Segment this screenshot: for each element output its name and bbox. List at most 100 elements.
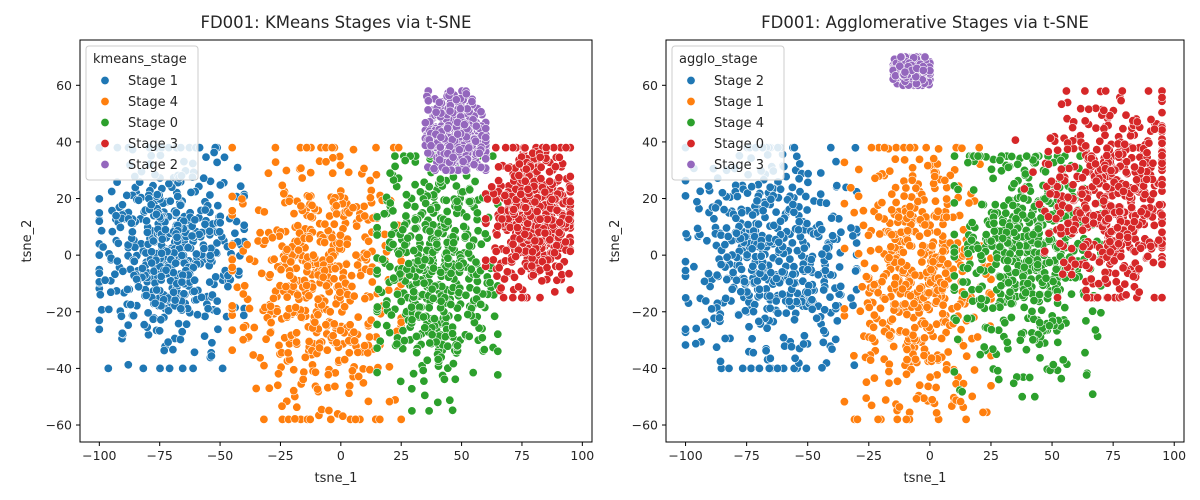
scatter-point <box>891 198 901 208</box>
legend-label: Stage 2 <box>128 158 178 173</box>
scatter-point <box>886 242 896 252</box>
scatter-point <box>371 170 381 180</box>
scatter-point <box>95 290 105 300</box>
scatter-point <box>692 197 702 207</box>
scatter-point <box>975 265 985 275</box>
legend-label: Stage 0 <box>128 116 178 131</box>
scatter-point <box>565 172 575 182</box>
scatter-point <box>156 315 166 325</box>
scatter-point <box>957 143 967 153</box>
scatter-point <box>189 286 199 296</box>
scatter-point <box>481 214 491 224</box>
scatter-point <box>429 164 439 174</box>
scatter-point <box>399 336 409 346</box>
legend-label: Stage 1 <box>128 74 178 89</box>
scatter-point <box>261 334 271 344</box>
scatter-point <box>901 327 911 337</box>
scatter-point <box>1130 162 1140 172</box>
scatter-point <box>445 86 455 96</box>
scatter-point <box>721 293 731 303</box>
scatter-point <box>471 136 481 146</box>
scatter-point <box>919 393 929 403</box>
scatter-point <box>973 151 983 161</box>
scatter-point <box>454 261 464 271</box>
scatter-point <box>277 401 287 411</box>
scatter-point <box>502 267 512 277</box>
scatter-point <box>869 373 879 383</box>
scatter-point <box>1144 86 1154 96</box>
scatter-point <box>412 348 422 358</box>
scatter-point <box>335 238 345 248</box>
scatter-point <box>1118 186 1128 196</box>
scatter-point <box>401 211 411 221</box>
scatter-point <box>1140 190 1150 200</box>
scatter-point <box>190 347 200 357</box>
scatter-point <box>205 277 215 287</box>
scatter-point <box>188 363 198 373</box>
scatter-point <box>550 162 560 172</box>
scatter-point <box>215 180 225 190</box>
scatter-point <box>446 268 456 278</box>
scatter-point <box>952 302 962 312</box>
scatter-point <box>464 241 474 251</box>
scatter-point <box>812 313 822 323</box>
scatter-point <box>424 303 434 313</box>
scatter-point <box>142 216 152 226</box>
scatter-point <box>170 295 180 305</box>
scatter-point <box>164 306 174 316</box>
scatter-point <box>327 233 337 243</box>
scatter-point <box>344 348 354 358</box>
scatter-point <box>245 303 255 313</box>
scatter-point <box>282 292 292 302</box>
scatter-point <box>138 363 148 373</box>
scatter-point <box>846 223 856 233</box>
scatter-point <box>156 271 166 281</box>
scatter-point <box>494 162 504 172</box>
scatter-point <box>1034 199 1044 209</box>
scatter-point <box>227 240 237 250</box>
scatter-point <box>434 97 444 107</box>
scatter-point <box>324 405 334 415</box>
scatter-point <box>949 198 959 208</box>
scatter-point <box>259 207 269 217</box>
scatter-point <box>123 320 133 330</box>
scatter-point <box>352 221 362 231</box>
scatter-point <box>1033 239 1043 249</box>
scatter-point <box>923 161 933 171</box>
scatter-point <box>737 208 747 218</box>
scatter-point <box>400 156 410 166</box>
scatter-point <box>536 174 546 184</box>
scatter-point <box>1045 189 1055 199</box>
scatter-point <box>861 272 871 282</box>
scatter-point <box>852 414 862 424</box>
scatter-point <box>986 381 996 391</box>
scatter-point <box>187 231 197 241</box>
scatter-point <box>499 293 509 303</box>
scatter-point <box>514 282 524 292</box>
scatter-point <box>1148 257 1158 267</box>
x-tick-label: 75 <box>514 448 530 463</box>
scatter-point <box>1150 124 1160 134</box>
scatter-point <box>233 163 243 173</box>
scatter-point <box>372 302 382 312</box>
scatter-point <box>326 414 336 424</box>
scatter-point <box>345 381 355 391</box>
scatter-point <box>1120 279 1130 289</box>
scatter-point <box>1003 256 1013 266</box>
scatter-point <box>112 256 122 266</box>
scatter-point <box>443 253 453 263</box>
scatter-point <box>159 345 169 355</box>
scatter-point <box>1100 274 1110 284</box>
scatter-point <box>789 262 799 272</box>
scatter-point <box>892 414 902 424</box>
scatter-point <box>227 325 237 335</box>
scatter-point <box>509 205 519 215</box>
scatter-point <box>367 277 377 287</box>
scatter-point <box>306 212 316 222</box>
scatter-point <box>516 189 526 199</box>
scatter-point <box>223 282 233 292</box>
scatter-point <box>905 202 915 212</box>
scatter-point <box>924 288 934 298</box>
scatter-point <box>1096 308 1106 318</box>
scatter-point <box>385 168 395 178</box>
